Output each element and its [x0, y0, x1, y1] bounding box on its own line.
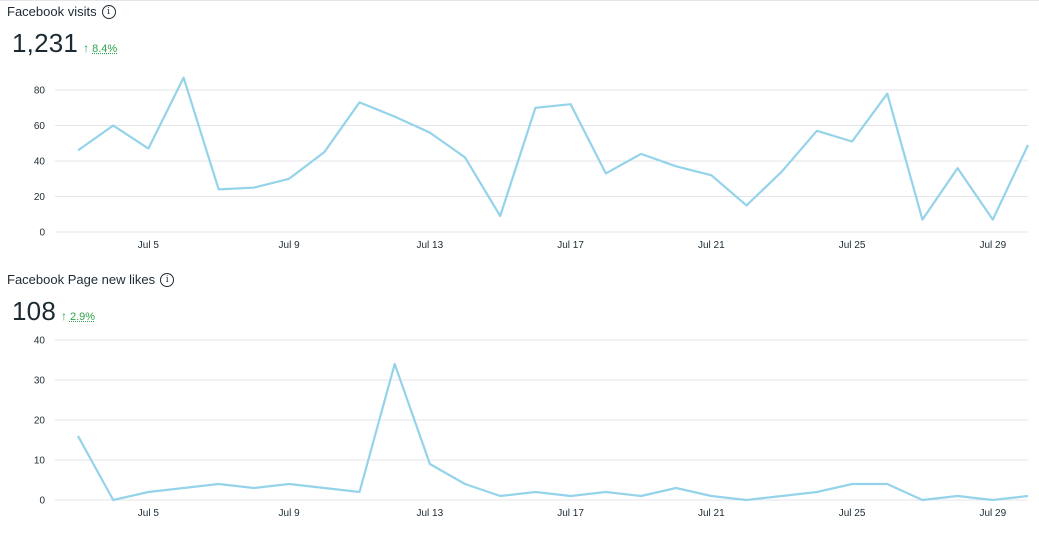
- y-tick-label: 40: [34, 157, 46, 168]
- visits-title-row: Facebook visits i: [7, 4, 116, 19]
- x-tick-label: Jul 13: [417, 240, 444, 251]
- y-tick-label: 40: [34, 336, 46, 347]
- y-tick-label: 30: [34, 376, 46, 387]
- top-divider: [0, 0, 1039, 1]
- arrow-up-icon: ↑: [60, 309, 67, 323]
- info-icon[interactable]: i: [101, 4, 116, 19]
- x-tick-label: Jul 21: [698, 240, 725, 251]
- x-tick-label: Jul 21: [698, 508, 725, 519]
- visits-delta-value: 8.4%: [92, 43, 118, 55]
- y-tick-label: 80: [34, 86, 46, 97]
- likes-metric-value: 108: [12, 296, 56, 326]
- y-tick-label: 10: [34, 456, 46, 467]
- y-tick-label: 0: [39, 496, 45, 507]
- likes-title: Facebook Page new likes: [7, 272, 156, 287]
- x-tick-label: Jul 29: [979, 508, 1006, 519]
- x-tick-label: Jul 17: [557, 508, 584, 519]
- visits-title: Facebook visits: [7, 4, 97, 19]
- x-tick-label: Jul 5: [138, 240, 160, 251]
- visits-delta[interactable]: ↑ 8.4%: [83, 41, 117, 55]
- x-tick-label: Jul 9: [279, 240, 301, 251]
- series-line[interactable]: [77, 362, 1029, 502]
- y-tick-label: 20: [34, 416, 46, 427]
- y-tick-label: 0: [39, 228, 45, 239]
- likes-delta-value: 2.9%: [69, 311, 96, 323]
- x-tick-label: Jul 29: [979, 240, 1006, 251]
- x-tick-label: Jul 25: [839, 508, 866, 519]
- x-tick-label: Jul 5: [138, 508, 160, 519]
- x-tick-label: Jul 9: [279, 508, 301, 519]
- likes-title-row: Facebook Page new likes i: [7, 272, 175, 287]
- info-icon[interactable]: i: [160, 272, 175, 287]
- series-line[interactable]: [77, 76, 1029, 221]
- x-tick-label: Jul 13: [417, 508, 444, 519]
- y-tick-label: 20: [34, 192, 46, 203]
- x-tick-label: Jul 17: [557, 240, 584, 251]
- x-tick-label: Jul 25: [839, 240, 866, 251]
- y-tick-label: 60: [34, 121, 46, 132]
- visits-metric-row: 1,231 ↑ 8.4%: [12, 28, 117, 59]
- facebook-visits-chart: 0 20 40 60 80 Jul 5 Jul 9 Jul 13 Jul 17 Jul 21 Jul…: [34, 76, 1029, 251]
- arrow-up-icon: ↑: [83, 41, 90, 55]
- visits-metric-value: 1,231: [12, 28, 79, 58]
- likes-delta[interactable]: ↑ 2.9%: [61, 309, 95, 323]
- likes-metric-row: 108 ↑ 2.9%: [12, 296, 95, 327]
